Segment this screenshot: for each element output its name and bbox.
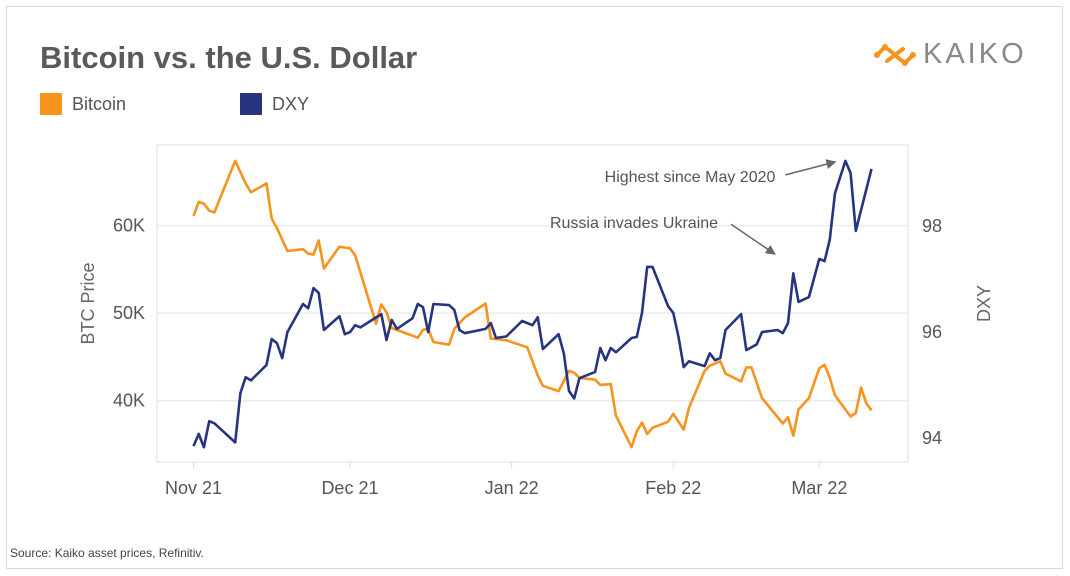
- source-note: Source: Kaiko asset prices, Refinitiv.: [10, 546, 204, 560]
- x-tick-label: Jan 22: [485, 478, 539, 498]
- legend-item-bitcoin: Bitcoin: [40, 93, 126, 115]
- y-left-tick-label: 50K: [113, 303, 145, 323]
- legend-item-dxy: DXY: [240, 93, 309, 115]
- x-tick-label: Dec 21: [321, 478, 378, 498]
- annotation-highest: Highest since May 2020: [605, 169, 776, 186]
- legend-swatch-dxy: [240, 93, 262, 115]
- x-tick-label: Nov 21: [165, 478, 222, 498]
- x-tick-label: Mar 22: [791, 478, 847, 498]
- annotation-arrow-icon: [730, 223, 776, 255]
- y-left-tick-label: 40K: [113, 391, 145, 411]
- plot-border: [156, 144, 909, 463]
- kaiko-logo: KAIKO: [873, 38, 1027, 71]
- legend-label-bitcoin: Bitcoin: [72, 93, 127, 114]
- kaiko-mark-icon: [874, 43, 916, 66]
- series-line-dxy: [192, 159, 873, 449]
- y-left-tick-label: 60K: [113, 216, 145, 236]
- y-left-axis-label: BTC Price: [78, 262, 98, 344]
- logo-text: KAIKO: [923, 38, 1027, 70]
- series-line-bitcoin: [192, 159, 873, 449]
- y-right-tick-label: 98: [922, 216, 942, 236]
- chart-frame: [6, 6, 1063, 569]
- annotation-arrow-icon: [785, 159, 837, 176]
- y-right-tick-label: 96: [922, 322, 942, 342]
- y-right-tick-label: 94: [922, 428, 942, 448]
- chart-title: Bitcoin vs. the U.S. Dollar: [40, 40, 418, 75]
- legend-label-dxy: DXY: [272, 93, 310, 114]
- x-tick-label: Feb 22: [645, 478, 701, 498]
- legend-swatch-bitcoin: [40, 93, 62, 115]
- annotation-russia: Russia invades Ukraine: [550, 215, 718, 232]
- y-right-axis-label: DXY: [974, 285, 994, 322]
